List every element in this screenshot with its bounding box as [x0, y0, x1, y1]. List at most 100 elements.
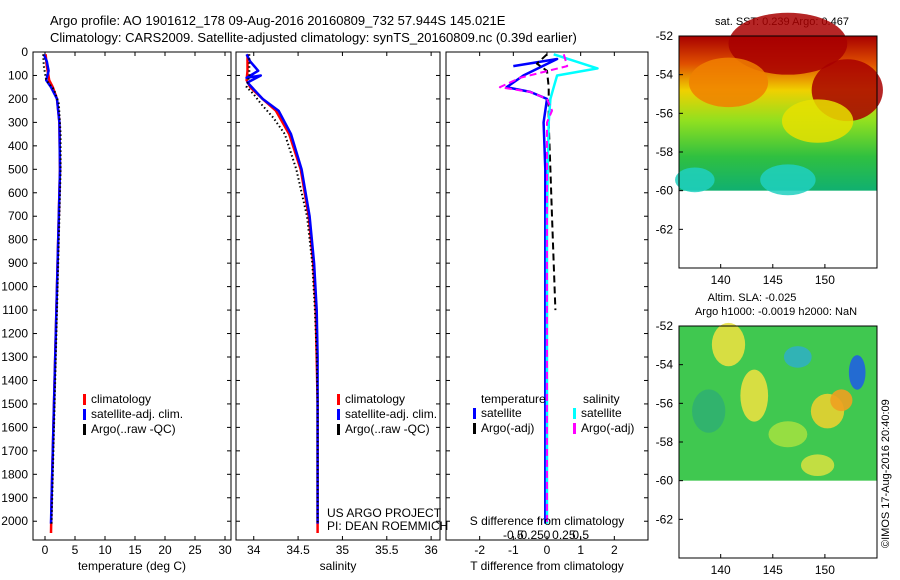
- sst-map-field-blob: [760, 164, 816, 196]
- difference-legend-title: salinity: [583, 392, 620, 406]
- sla-map-field-blob: [740, 369, 769, 422]
- sst-map-ytick-label: -52: [656, 29, 674, 43]
- sst-map-field-blob: [781, 99, 854, 143]
- sla-map-ytick-label: -54: [656, 358, 674, 372]
- difference-s-xtick-label: 0.5: [572, 528, 589, 542]
- temperature-xtick-label: 25: [188, 543, 202, 557]
- difference-legend-swatch: [473, 423, 476, 434]
- sla-map-field-blob: [848, 355, 866, 390]
- credit-text: ©IMOS 17-Aug-2016 20:40:09: [880, 399, 892, 548]
- temperature-ytick-label: 1100: [2, 303, 28, 317]
- temperature-xtick-label: 10: [98, 543, 112, 557]
- temperature-legend-swatch: [83, 424, 86, 435]
- temperature-ytick-label: 700: [8, 209, 28, 223]
- salinity-xtick-label: 34: [247, 543, 261, 557]
- difference-legend-swatch: [573, 423, 576, 434]
- figure-title-line1: Argo profile: AO 1901612_178 09-Aug-2016…: [50, 13, 506, 28]
- difference-legend-label: satellite: [481, 406, 522, 420]
- difference-series-line: [505, 57, 559, 524]
- salinity-series-line: [245, 53, 319, 524]
- temperature-ytick-label: 2000: [1, 514, 28, 528]
- temperature-ytick-label: 300: [8, 115, 28, 129]
- difference-series-line: [545, 53, 599, 524]
- salinity-legend-swatch: [337, 394, 340, 405]
- sla-map-xtick-label: 145: [763, 563, 783, 577]
- temperature-legend-label: satellite-adj. clim.: [91, 407, 183, 421]
- salinity-series-line: [245, 54, 319, 533]
- temperature-legend-label: Argo(..raw -QC): [91, 422, 176, 436]
- sla-map: Altim. SLA: -0.025 Argo h1000: -0.0019 h2…: [656, 292, 878, 577]
- sla-map-field-blob: [783, 346, 812, 368]
- temperature-xtick-label: 20: [158, 543, 172, 557]
- salinity-legend-swatch: [337, 409, 340, 420]
- salinity-legend-swatch: [337, 424, 340, 435]
- temperature-series-line: [42, 53, 62, 524]
- temperature-ytick-label: 1700: [1, 444, 28, 458]
- temperature-ytick-label: 1300: [1, 350, 28, 364]
- temperature-xtick-label: 0: [42, 543, 49, 557]
- temperature-ytick-label: 1000: [1, 280, 28, 294]
- temperature-chart: 0100200300400500600700800900100011001200…: [1, 45, 232, 573]
- difference-s-xlabel: S difference from climatology: [470, 514, 625, 528]
- difference-legend-label: Argo(-adj): [581, 421, 634, 435]
- difference-s-xtick-label: -0.25: [516, 528, 544, 542]
- sst-map-ytick-label: -62: [656, 222, 674, 236]
- temperature-legend-label: climatology: [91, 392, 151, 406]
- difference-xtick-label: -2: [474, 543, 485, 557]
- difference-legend-label: satellite: [581, 406, 622, 420]
- difference-s-xtick-label: 0.25: [552, 528, 576, 542]
- sla-map-field-blob: [711, 322, 746, 367]
- difference-legend-swatch: [473, 408, 476, 419]
- difference-xtick-label: 1: [577, 543, 584, 557]
- difference-xlabel: T difference from climatology: [470, 559, 624, 573]
- difference-legend-swatch: [573, 408, 576, 419]
- sst-map-xtick-label: 150: [815, 273, 835, 287]
- temperature-xtick-label: 5: [72, 543, 79, 557]
- sst-map-field-blob: [688, 57, 769, 108]
- temperature-ytick-label: 0: [21, 45, 28, 59]
- difference-xtick-label: 0: [544, 543, 551, 557]
- sla-map-field-blob: [692, 389, 726, 433]
- difference-series-line: [498, 54, 569, 524]
- salinity-legend-label: Argo(..raw -QC): [345, 422, 430, 436]
- difference-xtick-label: -1: [508, 543, 519, 557]
- salinity-chart: 34 34.5 35 35.5 36 salinity climatologysatelli…: [235, 51, 448, 573]
- temperature-series-line: [42, 54, 62, 524]
- salinity-legend-label: satellite-adj. clim.: [345, 407, 437, 421]
- sla-map-ytick-label: -62: [656, 512, 674, 526]
- sla-map-xtick-label: 150: [815, 563, 835, 577]
- difference-chart: -2 -1 0 1 2 T difference from climatology S di…: [445, 51, 649, 573]
- sla-map-xtick-label: 140: [711, 563, 731, 577]
- temperature-ytick-label: 100: [8, 68, 28, 82]
- sla-map-ytick-label: -58: [656, 435, 674, 449]
- sla-map-ytick-label: -60: [656, 474, 674, 488]
- temperature-xtick-label: 30: [218, 543, 232, 557]
- salinity-xlabel: salinity: [320, 559, 357, 573]
- difference-legend-label: Argo(-adj): [481, 421, 534, 435]
- temperature-ytick-label: 1800: [1, 467, 28, 481]
- temperature-ytick-label: 500: [8, 162, 28, 176]
- salinity-xtick-label: 35: [336, 543, 350, 557]
- salinity-annotation: PI: DEAN ROEMMICH: [327, 519, 448, 533]
- sla-map-ytick-label: -56: [656, 396, 674, 410]
- temperature-legend-swatch: [83, 394, 86, 405]
- difference-legend-title: temperature: [481, 392, 546, 406]
- sst-map-xtick-label: 145: [763, 273, 783, 287]
- sst-map-ytick-label: -56: [656, 106, 674, 120]
- temperature-plot-frame: [32, 51, 232, 541]
- temperature-ytick-label: 600: [8, 186, 28, 200]
- temperature-xtick-label: 15: [128, 543, 142, 557]
- salinity-xtick-label: 35.5: [375, 543, 399, 557]
- sla-map-field-blob: [800, 454, 835, 477]
- salinity-plot-frame: [235, 51, 441, 541]
- salinity-legend-label: climatology: [345, 392, 405, 406]
- figure-title-line2: Climatology: CARS2009. Satellite-adjuste…: [50, 30, 577, 45]
- temperature-ytick-label: 800: [8, 233, 28, 247]
- sst-map-ytick-label: -54: [656, 68, 674, 82]
- difference-s-xtick-label: 0: [544, 528, 551, 542]
- salinity-annotation: US ARGO PROJECT: [327, 506, 442, 520]
- sla-map-title: Altim. SLA: -0.025: [708, 292, 797, 304]
- sst-map: sat. SST: 0.239 Argo: 0.467-52-54-56-58-…: [656, 12, 883, 287]
- temperature-ytick-label: 1400: [1, 373, 28, 387]
